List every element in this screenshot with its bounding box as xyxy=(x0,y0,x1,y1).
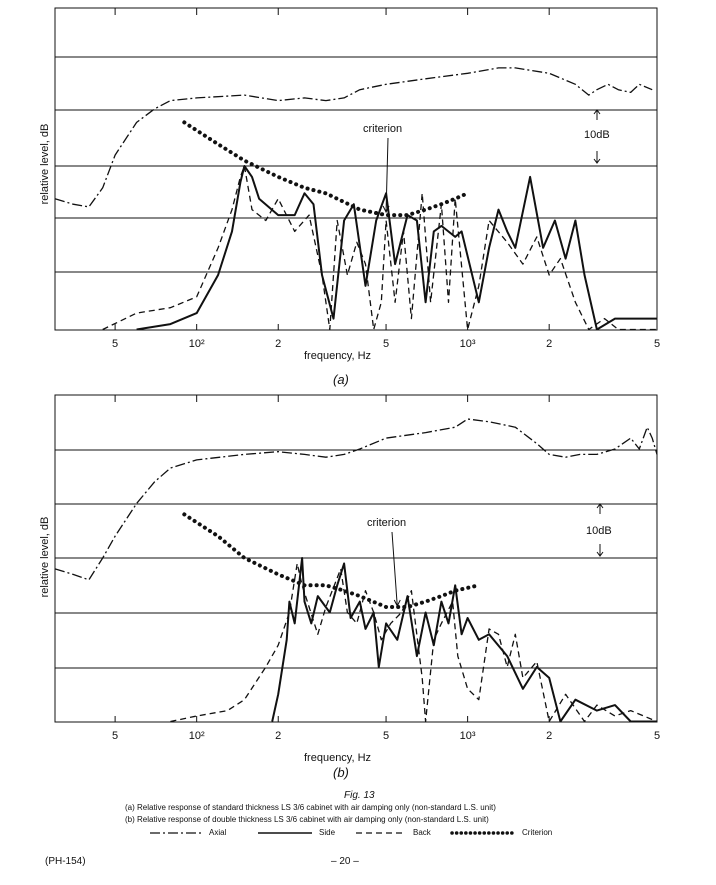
caption-a: (a) Relative response of standard thickn… xyxy=(125,803,496,812)
series-criterion-line xyxy=(182,512,481,609)
scale-marker-arrows xyxy=(593,109,601,164)
x-tick-label: 10³ xyxy=(460,338,476,350)
series-back-line xyxy=(102,165,657,331)
panel-b-xlabel: frequency, Hz xyxy=(304,752,372,764)
legend-back-label: Back xyxy=(413,828,431,837)
panel-a-annotation: criterion xyxy=(363,123,403,135)
panel-b-ylabel: relative level, dB xyxy=(39,516,51,598)
series-axial-line xyxy=(54,67,653,208)
panel-a-scale-marker: 10dB xyxy=(584,129,610,141)
x-tick-label: 2 xyxy=(546,338,552,350)
x-tick-label: 5 xyxy=(383,338,389,350)
panel-b-annotation: criterion xyxy=(367,517,407,529)
x-tick-label: 2 xyxy=(546,730,552,742)
footer-page: – 20 – xyxy=(331,856,359,867)
panel-b-scale-marker: 10dB xyxy=(586,525,612,537)
series-side-line xyxy=(271,557,657,723)
caption-b: (b) Relative response of double thicknes… xyxy=(125,815,489,824)
legend-criterion-label: Criterion xyxy=(522,828,553,837)
panel-a-xlabel: frequency, Hz xyxy=(304,350,372,362)
legend-side-label: Side xyxy=(319,828,336,837)
series-criterion-line xyxy=(182,120,470,218)
x-tick-label: 5 xyxy=(654,338,660,350)
x-tick-label: 5 xyxy=(112,730,118,742)
plot-frame xyxy=(54,7,658,331)
figure-number: Fig. 13 xyxy=(344,790,375,801)
series-side-line xyxy=(136,165,657,331)
x-tick-label: 10² xyxy=(189,338,205,350)
annotation-arrow xyxy=(382,137,390,214)
panel-b-plot: 5 10² 2 5 10³ 2 5 xyxy=(54,394,660,742)
panel-b-label: (b) xyxy=(333,765,349,780)
x-tick-label: 5 xyxy=(383,730,389,742)
x-tick-label: 10² xyxy=(189,730,205,742)
scale-marker-arrows xyxy=(596,503,604,557)
x-tick-label: 2 xyxy=(275,338,281,350)
series-axial-line xyxy=(54,418,658,581)
x-tick-label: 2 xyxy=(275,730,281,742)
annotation-arrow xyxy=(391,531,401,608)
panel-a-plot: 5 10² 2 5 10³ 2 5 xyxy=(54,7,660,350)
legend-axial-label: Axial xyxy=(209,828,227,837)
x-tick-label: 5 xyxy=(112,338,118,350)
footer-code: (PH-154) xyxy=(45,856,86,867)
x-tick-label: 10³ xyxy=(460,730,476,742)
panel-a-label: (a) xyxy=(333,372,349,387)
series-back-line xyxy=(170,562,658,723)
x-tick-label: 5 xyxy=(654,730,660,742)
panel-a-ylabel: relative level, dB xyxy=(39,123,51,205)
